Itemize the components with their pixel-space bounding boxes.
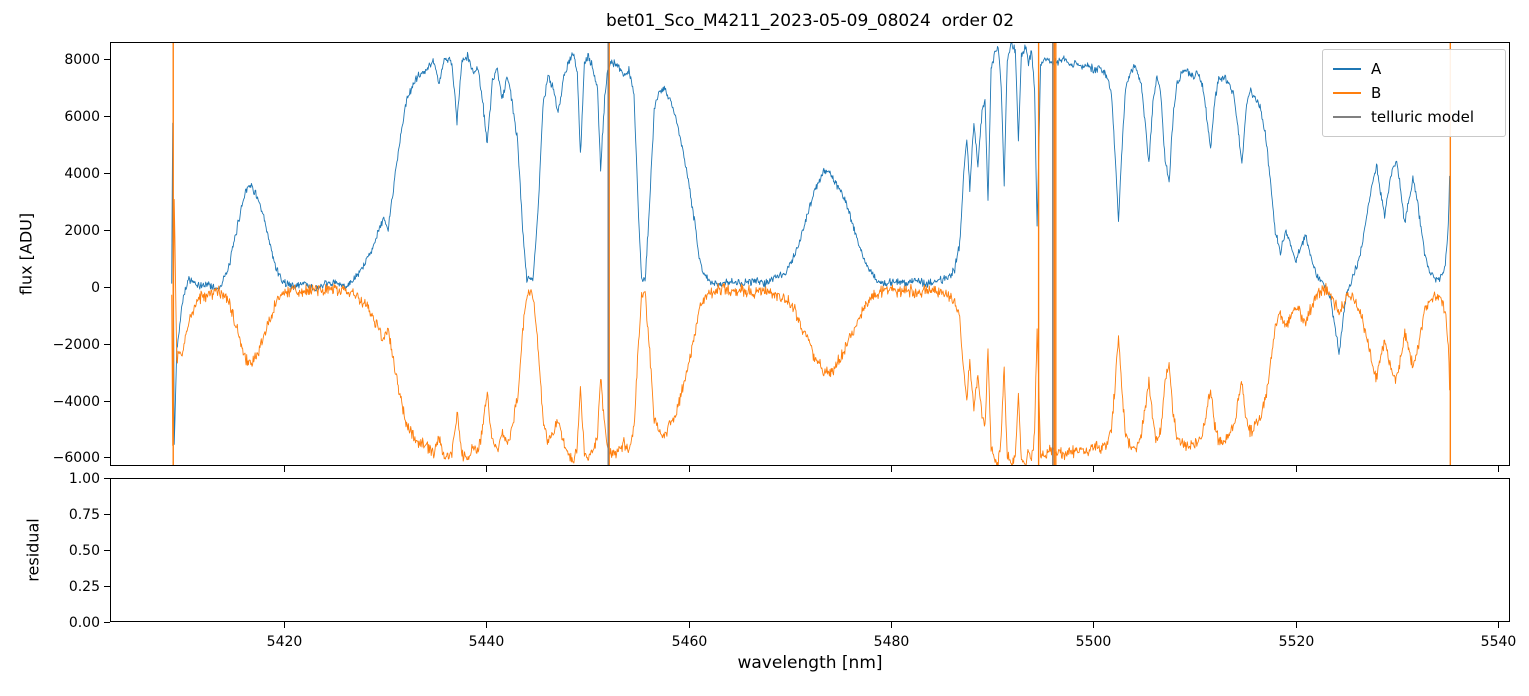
x-tick-label: 5500 — [1076, 634, 1112, 650]
axes-frame — [110, 478, 1510, 622]
legend-item-B: B — [1333, 81, 1495, 105]
x-tick-label: 5420 — [267, 634, 303, 650]
y-tick-label: 0.25 — [69, 579, 100, 595]
legend-label-B: B — [1371, 84, 1382, 102]
legend: A B telluric model — [1322, 49, 1506, 137]
legend-line-sample-B — [1333, 92, 1361, 94]
legend-label-telluric: telluric model — [1371, 108, 1475, 126]
residual-ylabel: residual — [23, 518, 43, 582]
residual-axes: 0.00 0.25 0.50 0.75 1.00 5420 5440 5460 5480 5500… — [69, 471, 1516, 650]
axes-frame — [110, 42, 1510, 466]
plot-area — [171, 42, 1452, 466]
x-tick-label: 5520 — [1279, 634, 1315, 650]
legend-item-telluric-model: telluric model — [1333, 105, 1495, 129]
series-A-line — [171, 42, 1451, 445]
flux-axes: −6000 −4000 −2000 0 2000 4000 6000 8000 — [53, 42, 1510, 472]
legend-item-A: A — [1333, 57, 1495, 81]
legend-label-A: A — [1371, 60, 1382, 78]
x-tick-label: 5460 — [672, 634, 708, 650]
y-tick-label: 0.00 — [69, 615, 100, 631]
y-tick-label: 2000 — [64, 223, 100, 239]
y-tick-label: 0.50 — [69, 543, 100, 559]
y-tick-label: 0 — [91, 280, 100, 296]
x-tick-label: 5440 — [469, 634, 505, 650]
chart-title: bet01_Sco_M4211_2023-05-09_08024 order 0… — [605, 11, 1015, 31]
series-B-line — [171, 198, 1451, 466]
y-tick-label: 8000 — [64, 52, 100, 68]
y-tick-label: −4000 — [53, 394, 100, 410]
legend-line-sample-A — [1333, 68, 1361, 70]
x-axis-label: wavelength [nm] — [737, 653, 883, 673]
x-tick-label: 5480 — [874, 634, 910, 650]
y-tick-label: 4000 — [64, 166, 100, 182]
flux-ylabel: flux [ADU] — [16, 212, 36, 296]
y-tick-label: 0.75 — [69, 507, 100, 523]
y-tick-label: −6000 — [53, 450, 100, 466]
y-tick-label: 1.00 — [69, 471, 100, 487]
y-tick-label: 6000 — [64, 109, 100, 125]
y-tick-label: −2000 — [53, 337, 100, 353]
legend-line-sample-telluric — [1333, 116, 1361, 118]
x-tick-label: 5540 — [1481, 634, 1517, 650]
